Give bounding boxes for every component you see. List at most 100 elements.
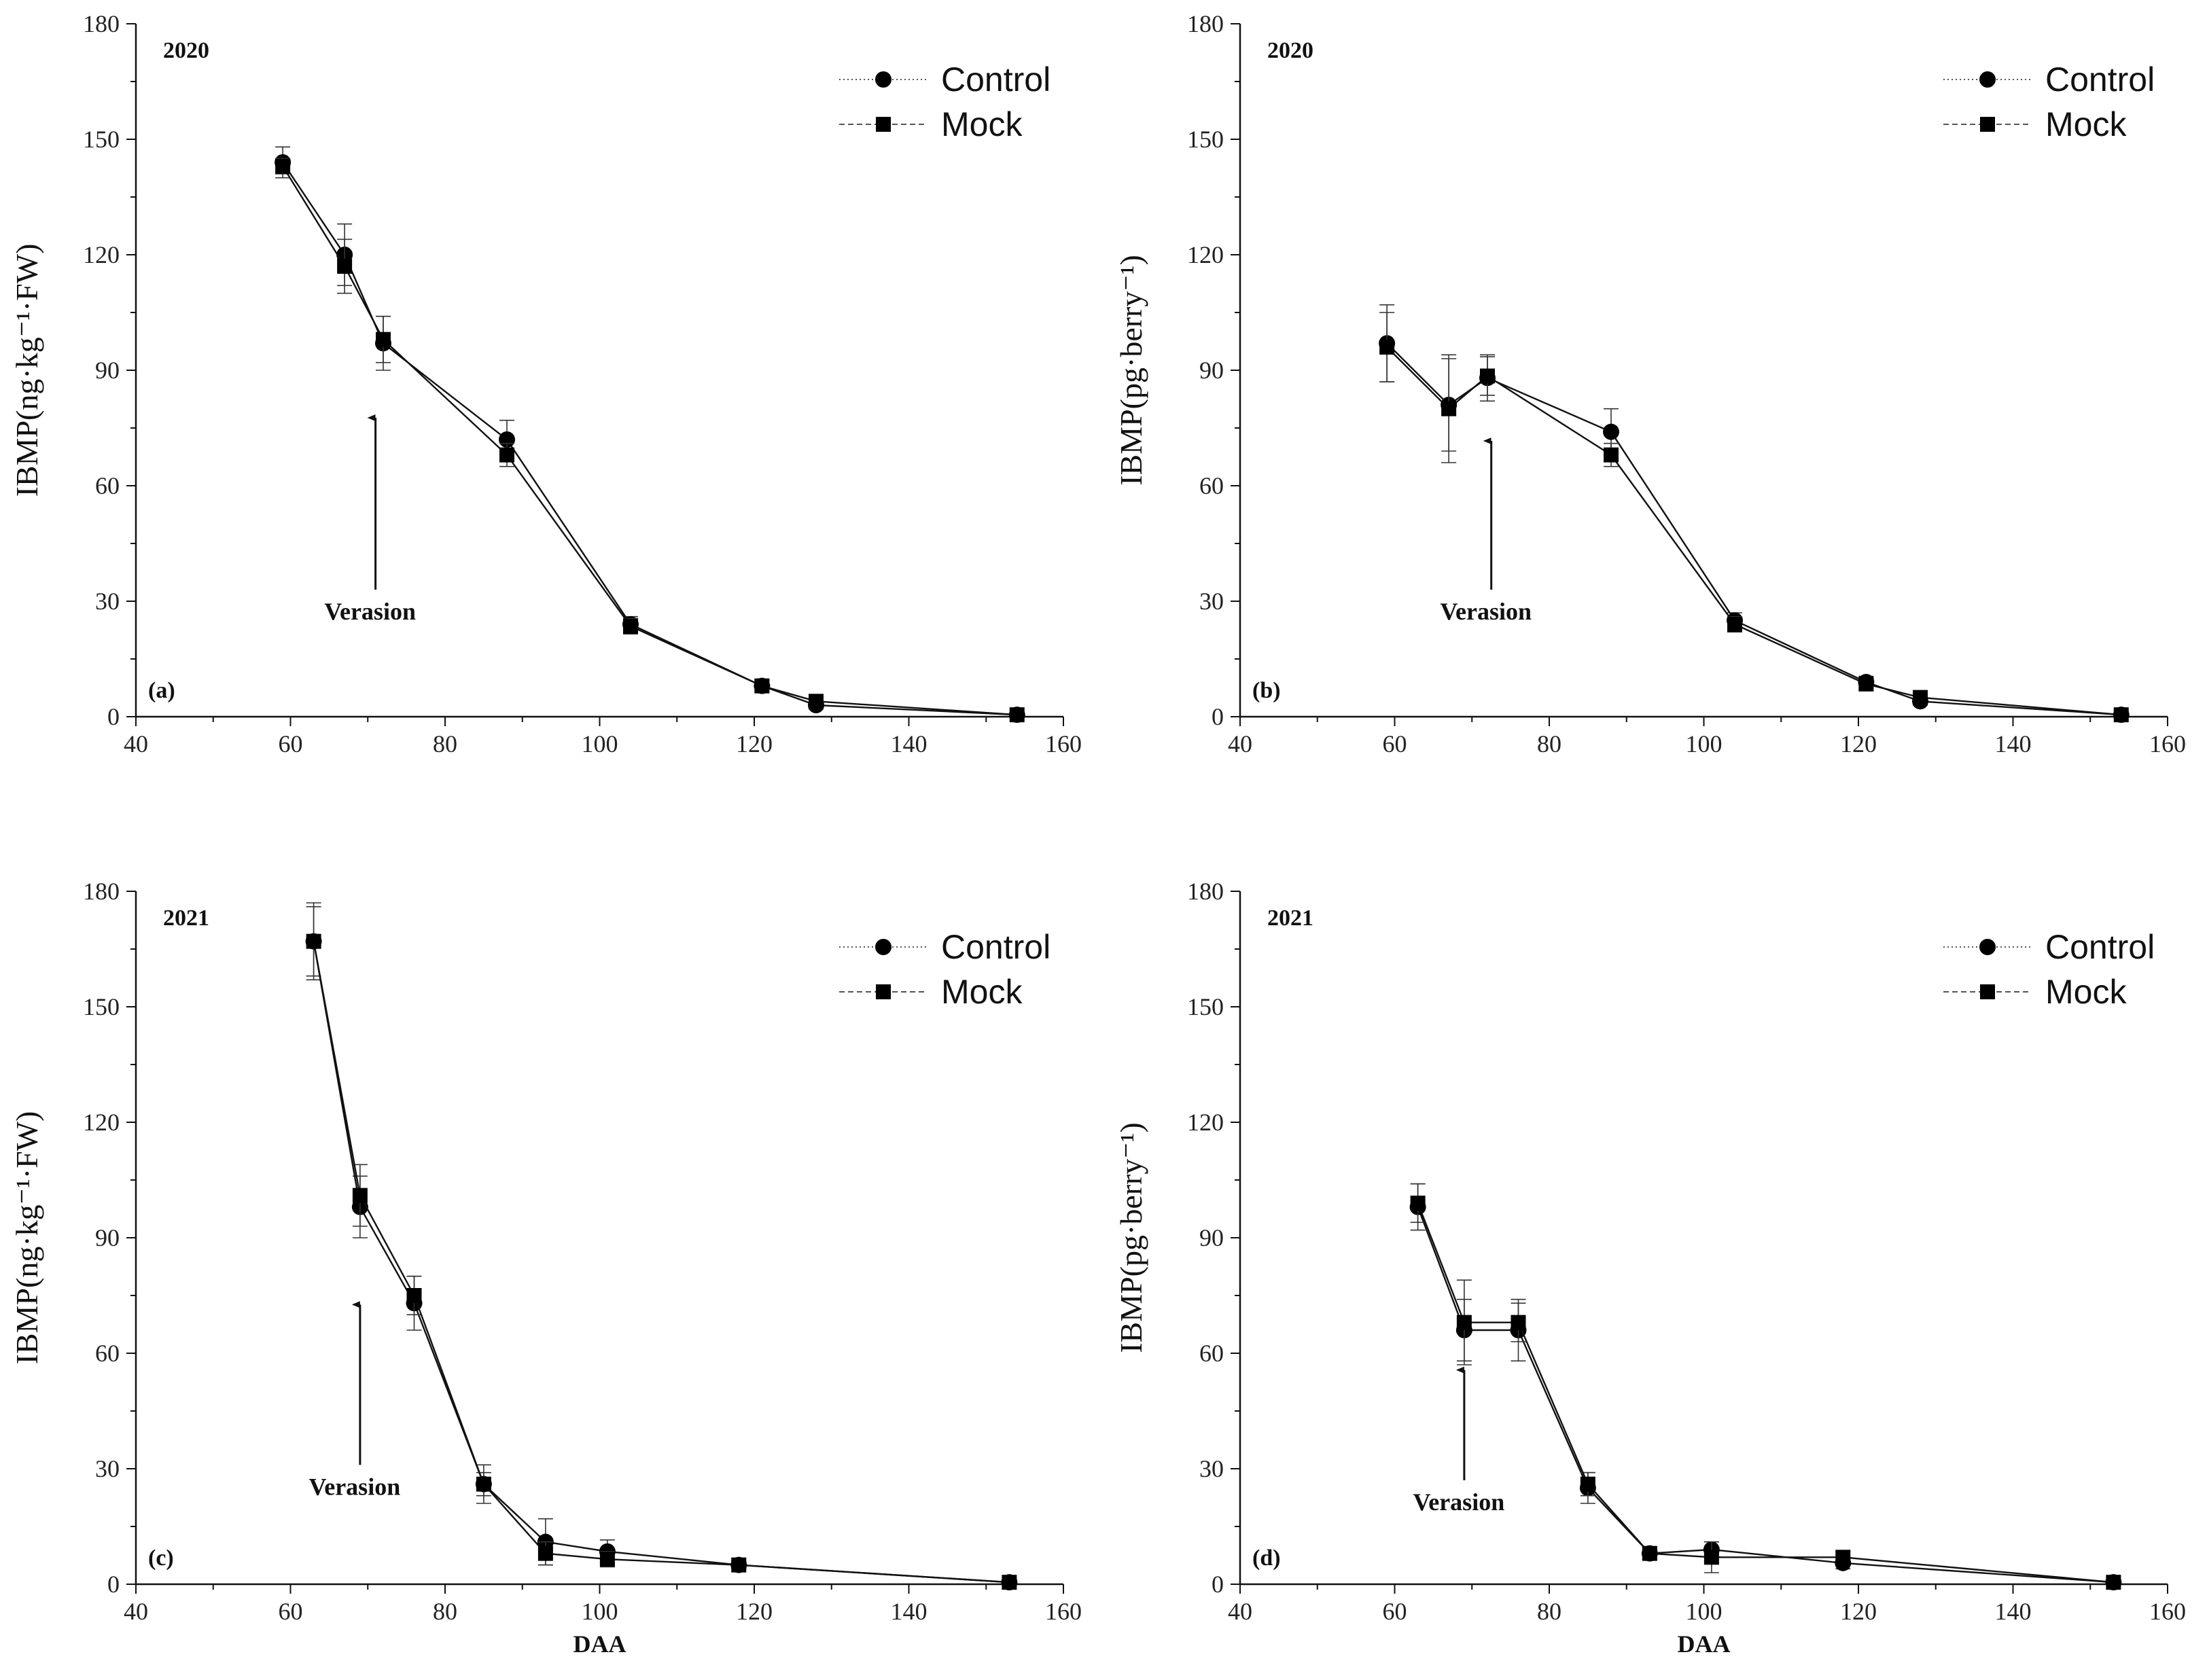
x-tick-label: 120 — [1840, 730, 1877, 757]
y-tick-label: 60 — [95, 1340, 120, 1367]
year-label: 2020 — [163, 38, 209, 63]
data-point-mock — [809, 694, 824, 709]
y-tick-label: 0 — [107, 703, 120, 730]
y-tick-label: 90 — [95, 357, 120, 384]
data-point-mock — [1913, 690, 1928, 705]
data-point-mock — [599, 1552, 615, 1567]
x-tick-label: 140 — [1995, 1598, 2032, 1625]
data-point-mock — [1835, 1550, 1851, 1565]
x-axis-title: DAA — [573, 1630, 626, 1658]
data-point-mock — [1441, 401, 1457, 416]
chart-panel-c: 40 60 80 100 120 140 160 0 30 60 90 120 150 180 IBMP(n… — [10, 878, 1082, 1658]
y-tick-label: 180 — [1187, 878, 1224, 905]
y-tick-label: 90 — [95, 1224, 120, 1251]
y-tick-label: 150 — [1187, 993, 1224, 1020]
legend-entry-mock: Mock — [839, 973, 1023, 1011]
x-tick-label: 160 — [1045, 1598, 1082, 1625]
x-tick-label: 60 — [279, 730, 303, 757]
x-tick-label: 100 — [582, 730, 618, 757]
series-control — [305, 902, 1018, 1591]
panel-label: (a) — [148, 678, 175, 703]
x-tick-label: 120 — [736, 1598, 773, 1625]
data-point-mock — [275, 158, 291, 174]
y-tick-label: 60 — [1199, 1340, 1224, 1367]
y-axis-title: IBMP(pg·berry⁻¹) — [1114, 1122, 1148, 1353]
legend-label: Control — [941, 60, 1050, 99]
x-tick-label: 60 — [1383, 1598, 1407, 1625]
x-tick-label: 140 — [891, 1598, 928, 1625]
legend-entry-control: Control — [1943, 60, 2155, 99]
series-line — [313, 941, 1010, 1584]
y-tick-label: 180 — [83, 878, 120, 905]
series-line — [313, 941, 1010, 1584]
series-line — [282, 166, 1017, 716]
legend-entry-mock: Mock — [839, 105, 1023, 143]
verasion-label: Verasion — [324, 598, 416, 625]
x-tick-label: 40 — [1228, 1598, 1252, 1625]
legend-label: Control — [941, 928, 1050, 966]
x-tick-label: 40 — [1228, 730, 1252, 757]
x-tick-label: 80 — [1537, 1598, 1561, 1625]
legend-label: Mock — [941, 105, 1023, 143]
data-point-mock — [1511, 1315, 1526, 1330]
data-point-mock — [1858, 676, 1874, 692]
data-point-mock — [476, 1476, 491, 1492]
series-line — [1417, 1207, 2114, 1584]
legend-marker — [876, 984, 891, 999]
x-tick-label: 60 — [1383, 730, 1407, 757]
legend-entry-mock: Mock — [1943, 105, 2127, 143]
data-point-mock — [2113, 707, 2129, 723]
x-tick-label: 140 — [891, 730, 928, 757]
x-tick-label: 40 — [124, 1598, 148, 1625]
data-point-mock — [1642, 1545, 1657, 1561]
legend-entry-control: Control — [839, 60, 1050, 99]
data-point-mock — [337, 259, 353, 274]
legend-label: Mock — [2045, 973, 2127, 1011]
data-point-mock — [406, 1288, 422, 1303]
data-point-mock — [1604, 447, 1619, 463]
y-tick-label: 30 — [1199, 588, 1224, 615]
legend-marker — [875, 71, 891, 88]
x-tick-label: 60 — [279, 1598, 303, 1625]
legend-label: Control — [2045, 928, 2155, 966]
series-mock — [1379, 312, 2129, 723]
data-point-mock — [1480, 368, 1495, 384]
y-tick-label: 120 — [1187, 241, 1224, 268]
y-axis-title: IBMP(ng·kg⁻¹·FW) — [10, 244, 44, 497]
verasion-label: Verasion — [1440, 598, 1532, 625]
y-tick-label: 150 — [83, 126, 120, 153]
y-tick-label: 30 — [95, 588, 120, 615]
legend-marker — [875, 939, 891, 955]
data-point-mock — [1727, 617, 1742, 632]
y-tick-label: 150 — [1187, 126, 1224, 153]
legend-entry-control: Control — [1943, 928, 2155, 966]
y-tick-label: 150 — [83, 993, 120, 1020]
data-point-mock — [623, 618, 638, 634]
x-tick-label: 120 — [1840, 1598, 1877, 1625]
chart-panel-b: 40 60 80 100 120 140 160 0 30 60 90 120 150 180 IBMP(p… — [1114, 10, 2186, 757]
legend-marker — [876, 117, 891, 132]
panel-label: (c) — [148, 1545, 174, 1571]
data-point-mock — [1703, 1550, 1719, 1565]
y-tick-label: 90 — [1199, 357, 1224, 384]
x-axis-title: DAA — [1678, 1630, 1731, 1658]
y-tick-label: 90 — [1199, 1224, 1224, 1251]
x-tick-label: 80 — [433, 730, 457, 757]
x-tick-label: 80 — [1537, 730, 1561, 757]
y-tick-label: 0 — [107, 1571, 120, 1598]
data-point-mock — [1580, 1476, 1595, 1492]
legend-entry-mock: Mock — [1943, 973, 2127, 1011]
data-point-mock — [376, 332, 391, 347]
series-mock — [275, 158, 1025, 723]
legend-marker — [1980, 984, 1995, 999]
y-axis-title: IBMP(ng·kg⁻¹·FW) — [10, 1111, 44, 1365]
legend-label: Mock — [941, 973, 1023, 1011]
series-line — [282, 162, 1017, 716]
x-tick-label: 100 — [1686, 1598, 1723, 1625]
y-axis-title: IBMP(pg·berry⁻¹) — [1114, 255, 1148, 486]
data-point-mock — [2106, 1575, 2121, 1590]
y-tick-label: 0 — [1212, 1571, 1224, 1598]
data-point-mock — [352, 1187, 368, 1203]
year-label: 2020 — [1267, 38, 1313, 63]
